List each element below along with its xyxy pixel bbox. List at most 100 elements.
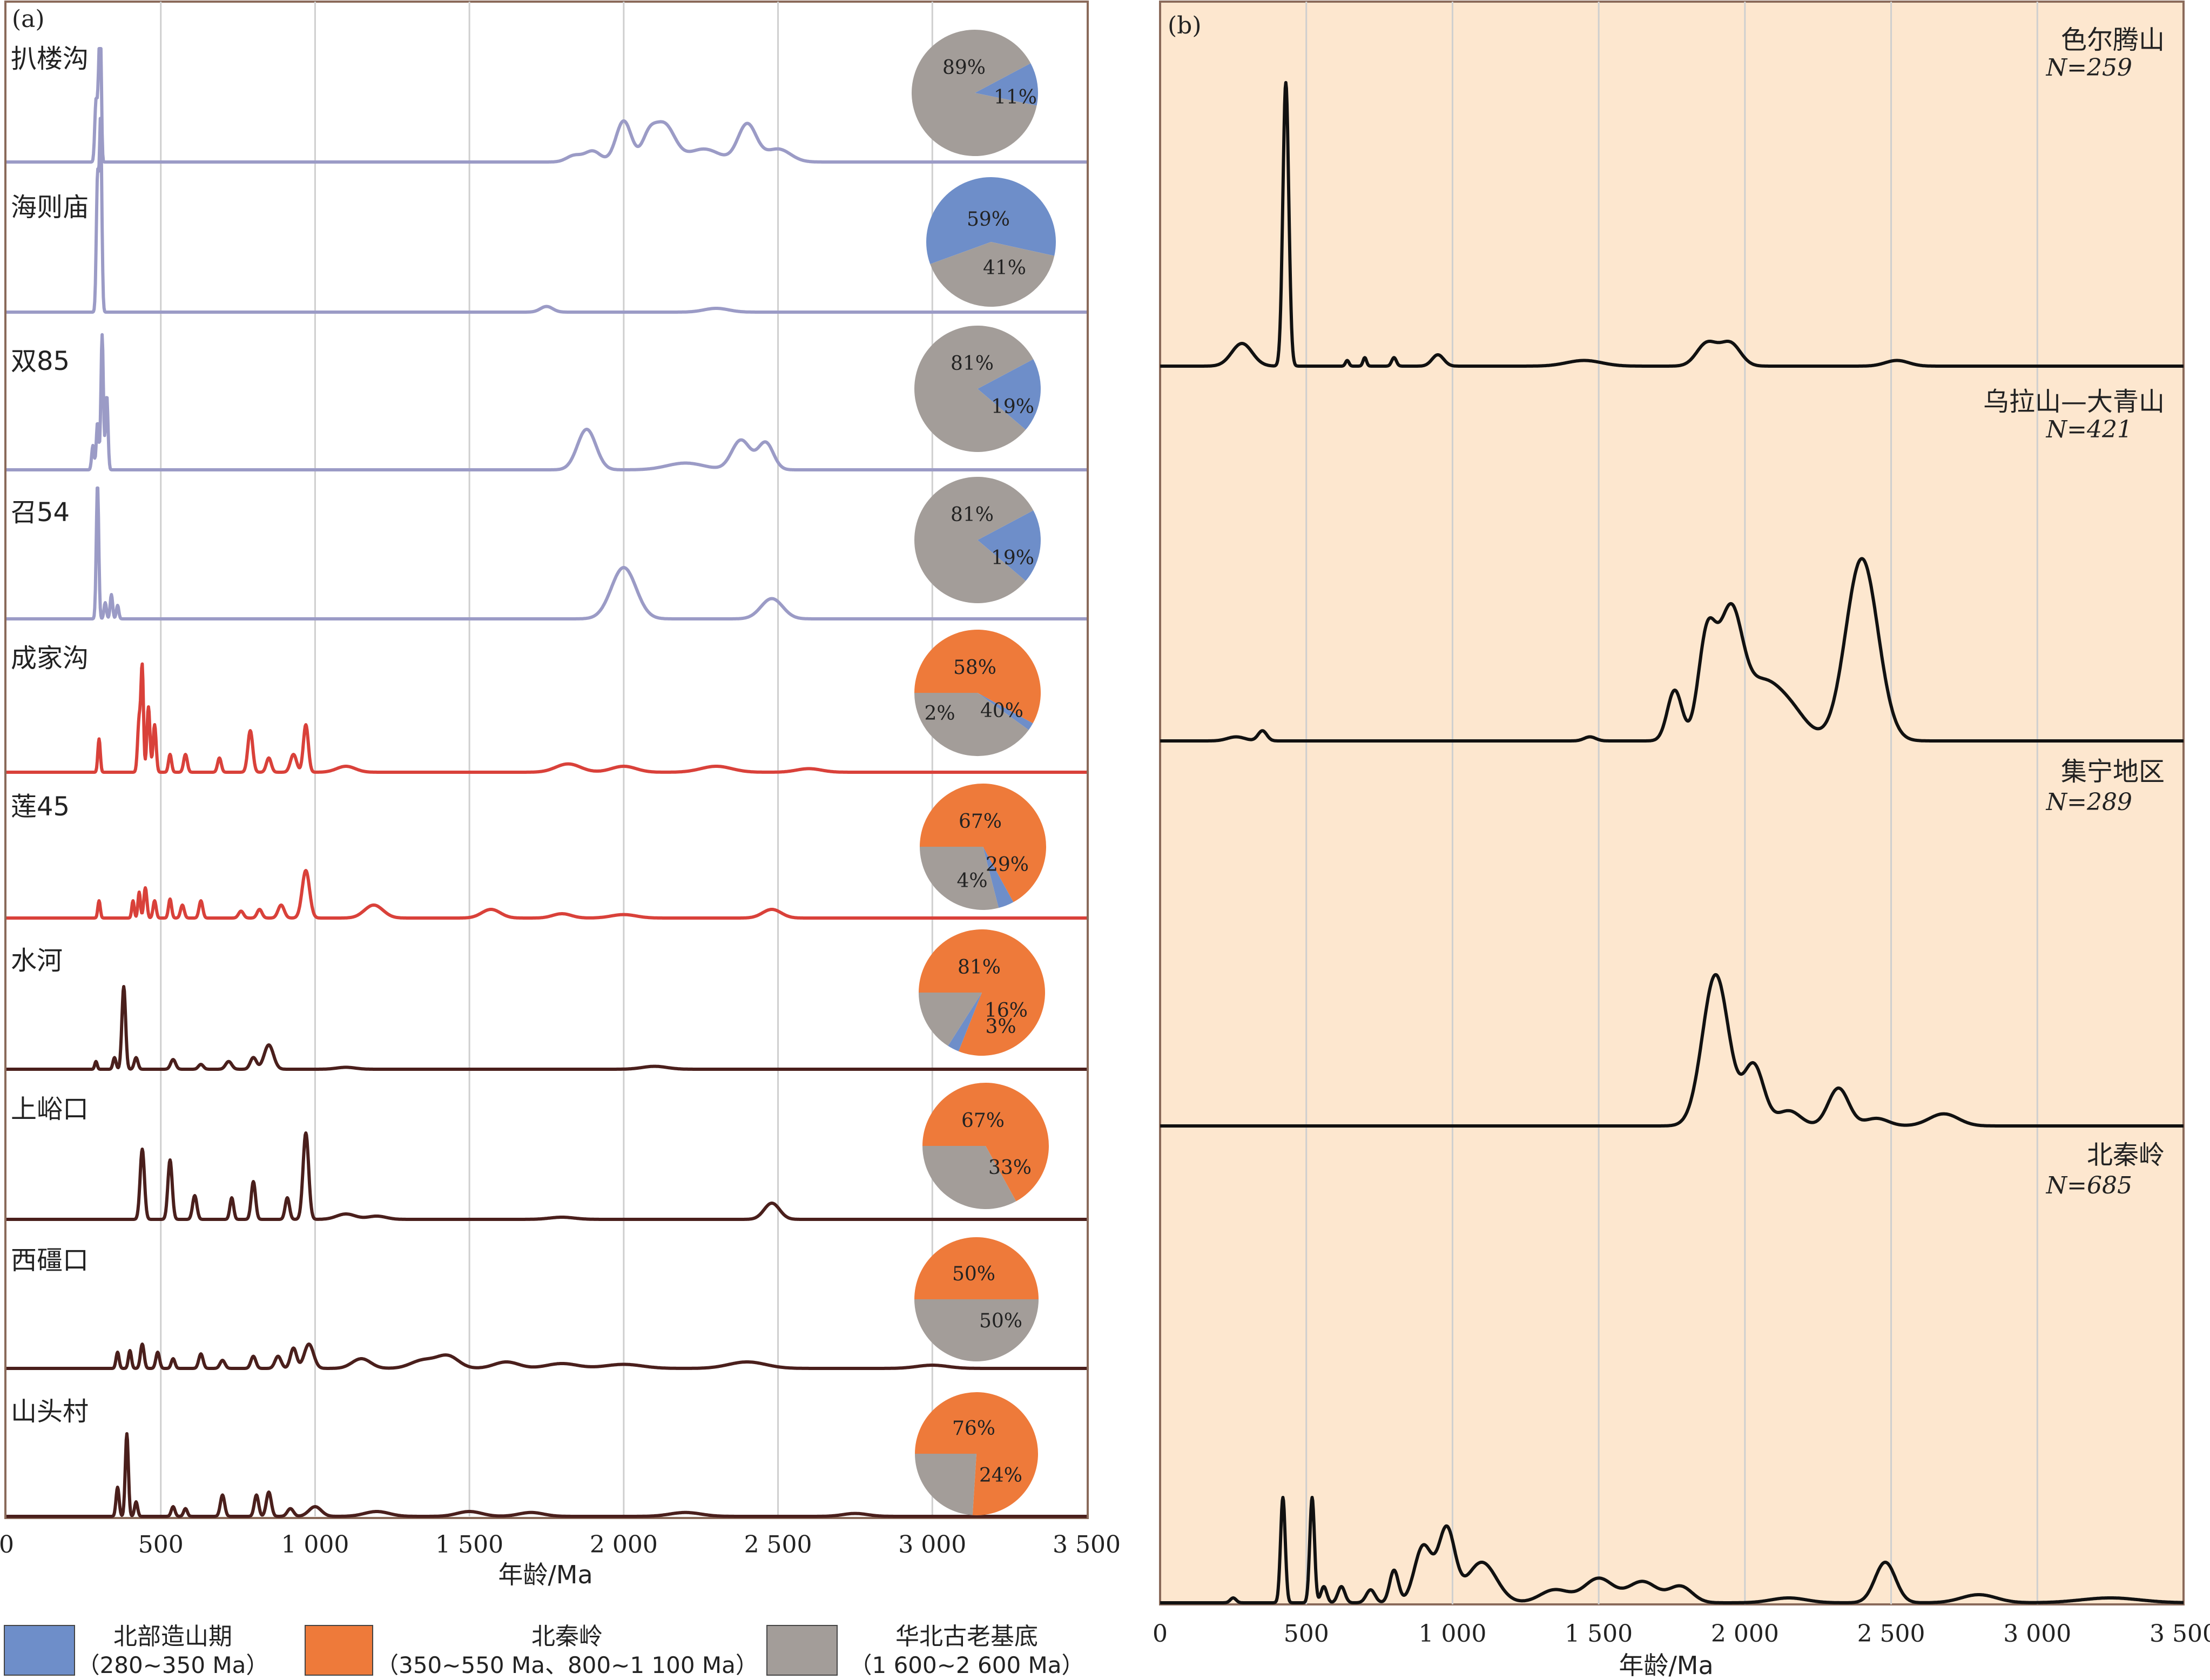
pie-slice-orange — [914, 1237, 1039, 1299]
pie-pct-blue: 3% — [985, 1016, 1016, 1038]
density-curve-b-0 — [1159, 81, 2185, 368]
panel-a-label: (a) — [12, 5, 45, 33]
legend-name-gray: 华北古老基底 — [895, 1623, 1038, 1650]
pie-slice-gray — [919, 993, 982, 1046]
panel-a-xlabel: 年龄/Ma — [498, 1560, 592, 1589]
density-curve-b-2 — [1159, 973, 2185, 1128]
pie-pct-gray: 41% — [983, 257, 1026, 279]
pie-slice-gray — [915, 1454, 976, 1515]
region-n-1: N=421 — [2046, 416, 2132, 443]
legend-range-blue: （280~350 Ma） — [77, 1652, 269, 1678]
panel-b-curves — [1159, 81, 2185, 1604]
density-curve-a-0 — [5, 47, 1088, 164]
region-label-1: 乌拉山—大青山 — [1983, 387, 2165, 417]
x-tick-b-500: 500 — [1284, 1620, 1329, 1648]
x-tick-a-3000: 3 000 — [898, 1531, 966, 1558]
x-tick-a-1500: 1 500 — [435, 1531, 503, 1558]
legend-item-orange: 北秦岭 （350~550 Ma、800~1 100 Ma） — [305, 1623, 758, 1678]
legend-name-orange: 北秦岭 — [531, 1623, 603, 1650]
x-tick-a-2000: 2 000 — [590, 1531, 658, 1558]
pie-pct-gray: 81% — [951, 353, 994, 375]
pie-6: 81% 16%3% — [919, 929, 1046, 1056]
pie-pct-orange: 81% — [958, 956, 1001, 979]
x-tick-b-2500: 2 500 — [1857, 1620, 1925, 1648]
pie-slice-blue — [926, 177, 1056, 264]
density-curve-a-9 — [5, 1432, 1088, 1518]
pie-slice-gray — [930, 242, 1055, 307]
x-tick-a-1000: 1 000 — [281, 1531, 349, 1558]
region-n-2: N=289 — [2046, 788, 2132, 816]
region-n-0: N=259 — [2046, 54, 2132, 82]
panel-a-x-ticks: 0 500 1 000 1 500 2 000 2 500 3 000 3 500 — [0, 1531, 1121, 1558]
sample-label-6: 水河 — [11, 946, 63, 976]
legend-swatch-blue — [4, 1625, 75, 1676]
pie-pct-blue: 11% — [994, 86, 1037, 109]
pie-pct-blue: 19% — [991, 396, 1034, 418]
pie-pct-orange: 58% — [953, 657, 996, 679]
pie-pct-blue: 19% — [991, 547, 1034, 569]
sample-label-4: 成家沟 — [11, 643, 89, 673]
x-tick-a-3500: 3 500 — [1053, 1531, 1121, 1558]
region-label-3: 北秦岭 — [2087, 1140, 2165, 1170]
pie-slice-orange — [922, 1082, 1049, 1202]
sample-label-5: 莲45 — [11, 792, 70, 822]
panel-a-pies: 89% 11% 59% 41% 81% 19% 81% 19% 58% 40% 2% 67% 29%4%… — [911, 30, 1056, 1516]
density-curve-b-3 — [1159, 1496, 2185, 1604]
legend-swatch-gray — [766, 1625, 838, 1676]
pie-pct-orange: 67% — [959, 811, 1002, 833]
pie-pct-orange: 50% — [952, 1263, 995, 1285]
pie-slice-blue — [978, 693, 1033, 730]
density-curve-a-7 — [5, 1131, 1088, 1221]
sample-label-1: 海则庙 — [11, 192, 89, 222]
density-curve-a-3 — [5, 486, 1088, 620]
pie-slice-gray — [922, 1146, 1016, 1209]
legend-item-gray: 华北古老基底 （1 600~2 600 Ma） — [766, 1623, 1084, 1678]
pie-slice-orange — [919, 929, 1046, 1056]
pie-pct-gray: 33% — [988, 1157, 1032, 1179]
pie-slice-blue — [983, 847, 1014, 908]
pie-2: 81% 19% — [914, 325, 1041, 452]
legend-range-gray: （1 600~2 600 Ma） — [850, 1652, 1084, 1678]
pie-9: 76% 24% — [915, 1392, 1038, 1516]
pie-pct-orange: 76% — [952, 1418, 995, 1440]
pie-7: 67% 33% — [922, 1082, 1049, 1209]
panel-b-frame — [1159, 1, 2185, 1605]
x-tick-a-500: 500 — [138, 1531, 184, 1558]
panel-b-x-ticks: 0 500 1 000 1 500 2 000 2 500 3 000 3 500 — [1153, 1620, 2210, 1648]
legend: 北部造山期 （280~350 Ma） 北秦岭 （350~550 Ma、800~1… — [4, 1623, 1084, 1678]
region-n-3: N=685 — [2046, 1172, 2132, 1199]
density-curve-a-4 — [5, 662, 1088, 774]
legend-item-blue: 北部造山期 （280~350 Ma） — [4, 1623, 268, 1678]
x-tick-a-2500: 2 500 — [744, 1531, 812, 1558]
panel-b-xlabel: 年龄/Ma — [1619, 1651, 1713, 1680]
x-tick-b-2000: 2 000 — [1711, 1620, 1779, 1648]
x-tick-a-0: 0 — [0, 1531, 14, 1558]
pie-pct-gray: 89% — [942, 57, 986, 79]
pie-slice-gray — [914, 325, 1034, 452]
pie-slice-blue — [975, 63, 1038, 106]
panel-a-curves — [5, 47, 1088, 1518]
pie-slice-gray — [920, 847, 999, 910]
pie-pct-gray: 16% — [985, 1000, 1028, 1022]
sample-label-0: 扒楼沟 — [11, 44, 89, 74]
x-tick-b-1500: 1 500 — [1565, 1620, 1633, 1648]
pie-pct-blue: 4% — [956, 870, 987, 892]
pie-slice-blue — [978, 359, 1041, 430]
pie-slice-orange — [914, 629, 1041, 724]
sample-label-3: 召54 — [11, 497, 70, 528]
pie-pct-gray: 24% — [979, 1465, 1022, 1487]
pie-8: 50% 50% — [914, 1237, 1039, 1361]
pie-4: 58% 40% 2% — [914, 629, 1041, 757]
sample-label-2: 双85 — [11, 346, 70, 376]
pie-slice-gray — [914, 476, 1034, 603]
pie-0: 89% 11% — [911, 30, 1038, 157]
pie-5: 67% 29%4% — [920, 783, 1046, 910]
x-tick-b-1000: 1 000 — [1418, 1620, 1486, 1648]
density-curve-a-5 — [5, 869, 1088, 920]
pie-3: 81% 19% — [914, 476, 1041, 603]
sample-label-7: 上峪口 — [11, 1094, 89, 1124]
pie-pct-blue: 2% — [924, 703, 955, 725]
